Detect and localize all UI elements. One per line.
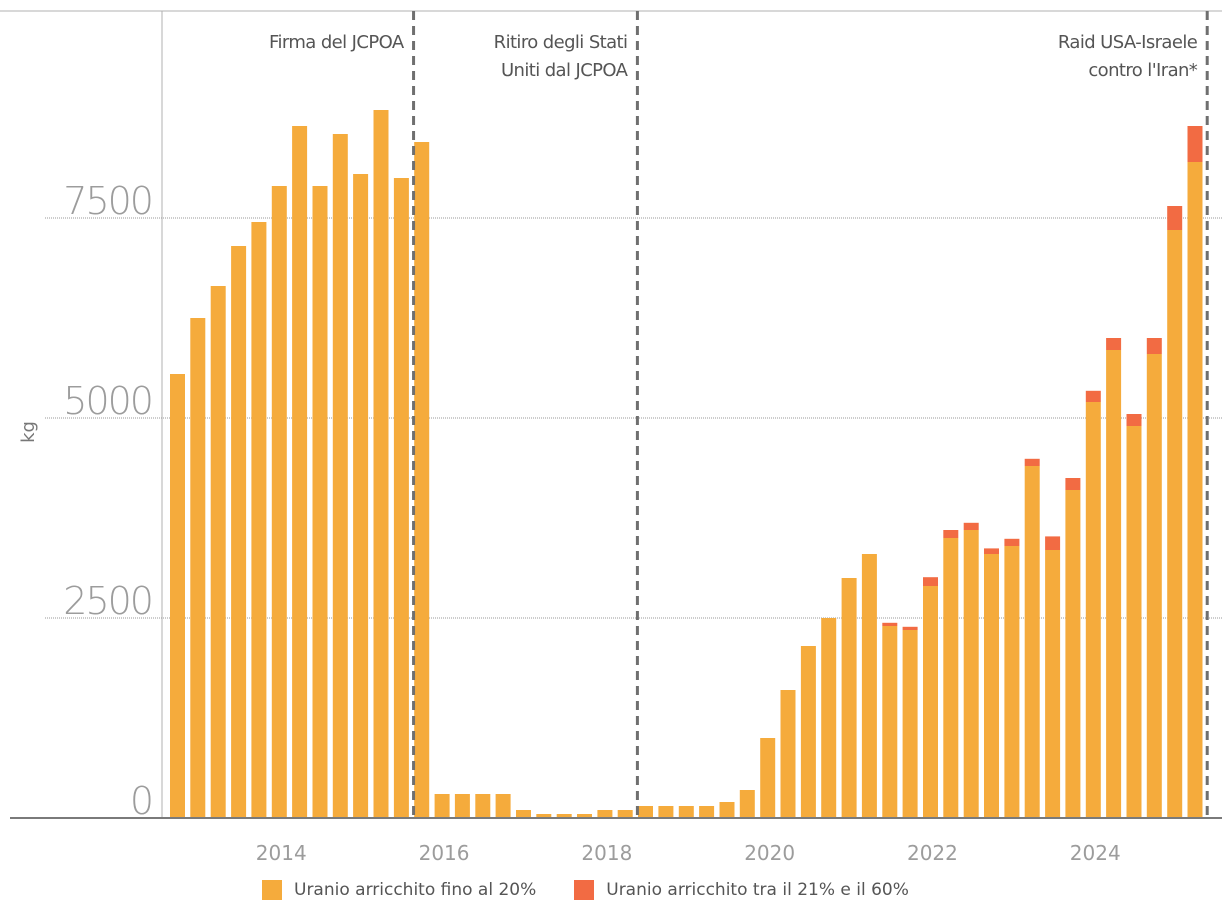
y-tick-label: 7500 (63, 179, 152, 223)
x-tick-label: 2020 (744, 841, 795, 865)
bar-up-to-20 (1085, 402, 1101, 818)
bar-up-to-20 (719, 802, 735, 818)
bar-up-to-20 (190, 318, 206, 818)
bar-up-to-20 (617, 810, 633, 818)
bar-21-60 (1004, 538, 1020, 546)
bar-21-60 (943, 530, 959, 538)
bar-up-to-20 (1106, 350, 1122, 818)
bar-up-to-20 (963, 530, 979, 818)
bar-up-to-20 (841, 578, 857, 818)
y-tick-label: 2500 (63, 579, 152, 623)
bar-up-to-20 (638, 806, 653, 818)
event-label: contro l'Iran* (1088, 60, 1197, 81)
x-tick-label: 2022 (907, 841, 958, 865)
bar-up-to-20 (1065, 490, 1081, 818)
y-axis-label: kg (18, 421, 39, 443)
bar-up-to-20 (332, 134, 348, 818)
bar-up-to-20 (1024, 466, 1040, 818)
y-tick-label: 0 (130, 779, 152, 823)
bar-up-to-20 (882, 626, 898, 818)
x-tick-label: 2014 (256, 841, 307, 865)
bar-up-to-20 (658, 806, 674, 818)
bar-up-to-20 (861, 554, 877, 818)
bar-up-to-20 (1126, 426, 1142, 818)
bar-up-to-20 (902, 630, 918, 818)
event-label: Raid USA-Israele (1058, 32, 1198, 53)
bar-up-to-20 (1004, 546, 1020, 818)
bar-up-to-20 (516, 810, 531, 818)
bar-21-60 (1106, 338, 1122, 350)
bar-up-to-20 (170, 374, 185, 818)
bar-21-60 (902, 626, 918, 630)
bar-up-to-20 (1045, 550, 1061, 818)
bar-up-to-20 (739, 790, 755, 818)
bar-up-to-20 (1187, 162, 1203, 818)
bar-up-to-20 (923, 586, 938, 818)
legend-label-up-to-20: Uranio arricchito fino al 20% (294, 880, 537, 900)
bar-21-60 (1045, 536, 1061, 550)
bar-up-to-20 (943, 538, 959, 818)
bar-up-to-20 (678, 806, 694, 818)
bar-up-to-20 (210, 286, 226, 818)
bar-21-60 (1167, 206, 1183, 230)
bar-up-to-20 (292, 126, 308, 818)
legend-swatch-21-60 (574, 880, 595, 900)
bar-up-to-20 (271, 186, 287, 818)
x-tick-label: 2016 (419, 841, 470, 865)
bar-up-to-20 (353, 174, 369, 818)
bars (170, 110, 1203, 818)
bar-up-to-20 (821, 618, 837, 818)
bar-up-to-20 (373, 110, 389, 818)
bar-21-60 (882, 622, 898, 626)
legend-label-21-60: Uranio arricchito tra il 21% e il 60% (606, 880, 909, 900)
event-label: Uniti dal JCPOA (501, 60, 629, 81)
bar-21-60 (1085, 390, 1101, 402)
event-label: Firma del JCPOA (269, 32, 405, 53)
x-tick-label: 2018 (581, 841, 632, 865)
legend: Uranio arricchito fino al 20% Uranio arr… (262, 880, 947, 900)
bar-up-to-20 (251, 222, 267, 818)
bar-up-to-20 (393, 178, 409, 818)
bar-up-to-20 (760, 738, 776, 818)
bar-up-to-20 (1167, 230, 1183, 818)
bar-up-to-20 (577, 814, 592, 818)
bar-up-to-20 (1146, 354, 1162, 818)
bar-up-to-20 (780, 690, 796, 818)
event-markers: Firma del JCPOA Ritiro degli Stati Uniti d… (269, 11, 1209, 818)
bar-up-to-20 (556, 814, 572, 818)
bar-up-to-20 (434, 794, 450, 818)
legend-item-21-60: Uranio arricchito tra il 21% e il 60% (574, 880, 909, 900)
event-label: Ritiro degli Stati (494, 32, 628, 53)
bar-up-to-20 (495, 794, 511, 818)
bar-up-to-20 (414, 142, 430, 818)
legend-swatch-up-to-20 (262, 880, 282, 900)
bar-up-to-20 (699, 806, 715, 818)
bar-21-60 (923, 577, 938, 586)
x-axis-ticks: 2014 2016 2018 2020 2022 2024 (256, 841, 1121, 865)
y-axis-ticks: 0 2500 5000 7500 (63, 179, 154, 823)
bar-up-to-20 (231, 246, 247, 818)
bar-21-60 (1024, 458, 1040, 466)
bar-21-60 (1146, 338, 1162, 354)
y-tick-label: 5000 (63, 379, 152, 423)
bar-up-to-20 (597, 810, 613, 818)
bar-up-to-20 (475, 794, 491, 818)
bar-21-60 (1126, 414, 1142, 426)
bar-up-to-20 (800, 646, 816, 818)
bar-up-to-20 (312, 186, 328, 818)
bar-up-to-20 (536, 814, 552, 818)
x-tick-label: 2024 (1070, 841, 1121, 865)
legend-item-up-to-20: Uranio arricchito fino al 20% (262, 880, 536, 900)
bar-21-60 (984, 548, 999, 554)
bar-21-60 (1065, 478, 1081, 490)
bar-up-to-20 (454, 794, 470, 818)
bar-up-to-20 (984, 554, 999, 818)
bar-21-60 (963, 522, 979, 530)
bar-21-60 (1187, 126, 1203, 162)
